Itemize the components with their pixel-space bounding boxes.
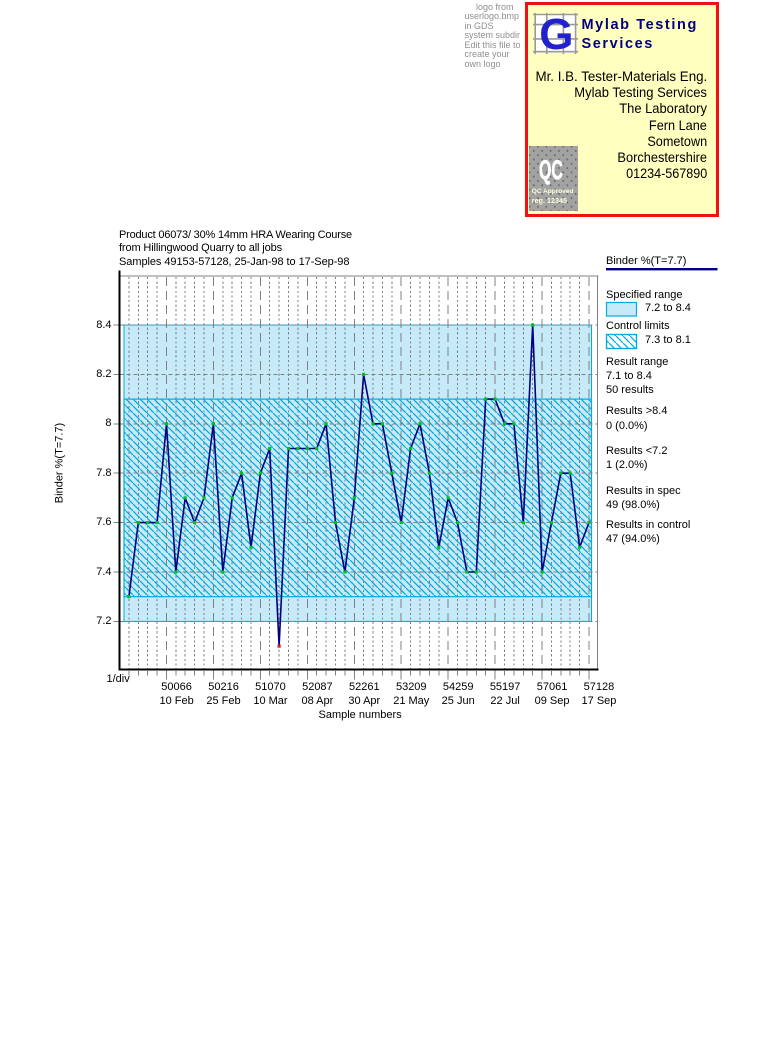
svg-text:G: G (539, 13, 573, 57)
